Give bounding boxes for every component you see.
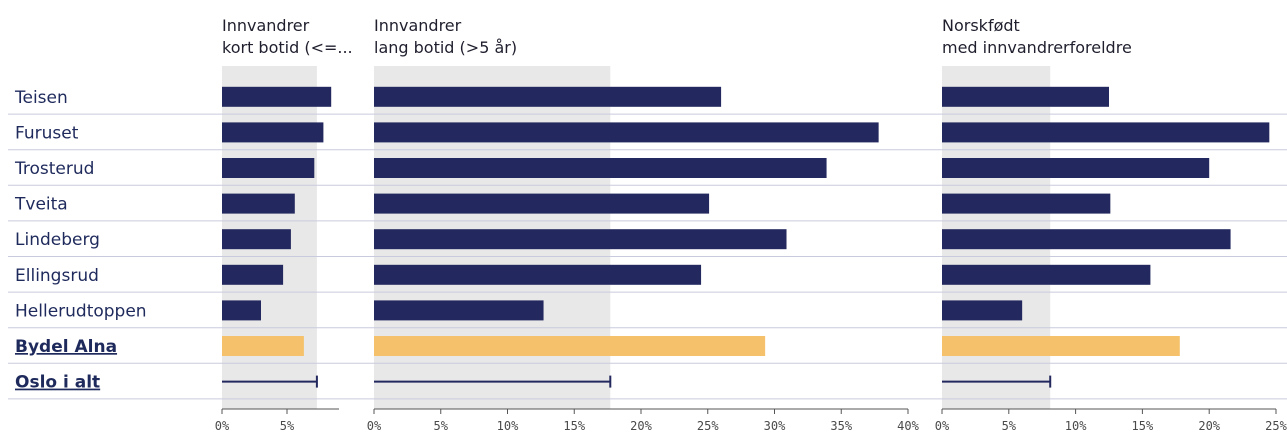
x-tick-label-panel-3: 25% [1265,419,1287,433]
x-tick-label-panel-2: 10% [497,419,519,433]
row-label-ellingsrud: Ellingsrud [15,266,99,286]
bar-ellingsrud-panel-1 [222,264,284,285]
bar-trosterud-panel-1 [222,158,315,178]
bar-lindeberg-panel-3 [942,229,1231,250]
row-label-teisen: Teisen [14,88,68,108]
x-tick-label-panel-1: 5% [280,419,295,433]
x-tick-label-panel-2: 25% [697,419,719,433]
panel-1-header-line-1: Innvandrer [222,16,310,35]
x-tick-label-panel-3: 5% [1002,419,1017,433]
panel-3-header-line-1: Norskfødt [942,16,1020,35]
bar-bydel-alna-panel-3 [942,336,1180,356]
x-tick-label-panel-2: 5% [434,419,449,433]
x-tick-label-panel-2: 30% [764,419,786,433]
bar-tveita-panel-1 [222,193,295,214]
row-label-bydel-alna: Bydel Alna [15,337,117,357]
bar-trosterud-panel-2 [374,158,827,178]
x-tick-label-panel-1: 0% [215,419,230,433]
bar-ellingsrud-panel-2 [374,264,702,285]
x-tick-label-panel-3: 15% [1132,419,1154,433]
bar-bydel-alna-panel-2 [374,336,766,356]
bar-teisen-panel-2 [374,86,722,107]
bar-hellerudtoppen-panel-1 [222,300,261,321]
row-label-hellerudtoppen: Hellerudtoppen [15,301,147,321]
bar-lindeberg-panel-1 [222,229,291,250]
row-label-tveita: Tveita [14,195,68,215]
x-tick-label-panel-3: 0% [935,419,950,433]
x-tick-label-panel-2: 0% [367,419,382,433]
x-tick-label-panel-3: 10% [1065,419,1087,433]
x-tick-label-panel-2: 20% [630,419,652,433]
x-tick-label-panel-3: 20% [1198,419,1220,433]
panel-2-header-line-2: lang botid (>5 år) [374,38,517,57]
bar-teisen-panel-1 [222,86,332,107]
bar-ellingsrud-panel-3 [942,264,1151,285]
x-tick-label-panel-2: 40% [897,419,919,433]
panel-2-header-line-1: Innvandrer [374,16,462,35]
bar-tveita-panel-3 [942,193,1111,214]
bar-furuset-panel-1 [222,122,324,143]
bar-furuset-panel-3 [942,122,1270,143]
x-tick-label-panel-2: 15% [563,419,585,433]
row-label-trosterud: Trosterud [14,159,94,179]
bar-hellerudtoppen-panel-3 [942,300,1023,321]
bar-tveita-panel-2 [374,193,710,214]
x-tick-label-panel-2: 35% [830,419,852,433]
bar-lindeberg-panel-2 [374,229,787,250]
row-label-furuset: Furuset [15,123,79,143]
bar-trosterud-panel-3 [942,158,1210,178]
panel-1-header-line-2: kort botid (<=... [222,38,353,57]
panel-3-header-line-2: med innvandrerforeldre [942,38,1132,57]
bar-hellerudtoppen-panel-2 [374,300,544,321]
bar-teisen-panel-3 [942,86,1109,107]
bar-furuset-panel-2 [374,122,879,143]
row-label-oslo-i-alt: Oslo i alt [15,373,100,393]
row-label-lindeberg: Lindeberg [15,230,100,250]
bar-bydel-alna-panel-1 [222,336,304,356]
